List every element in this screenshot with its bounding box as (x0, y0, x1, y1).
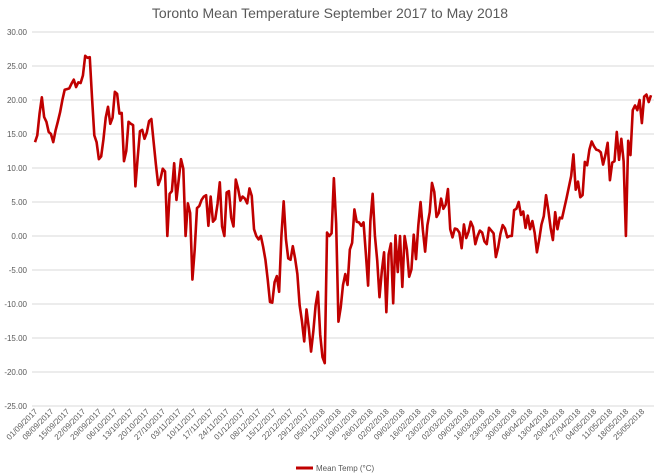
chart-title: Toronto Mean Temperature September 2017 … (152, 5, 508, 21)
x-axis: 01/09/201708/09/201715/09/201722/09/2017… (5, 407, 647, 442)
legend-label-mean-temp: Mean Temp (°C) (316, 464, 375, 473)
series-layer (33, 54, 653, 365)
y-tick-label: 5.00 (11, 198, 27, 207)
y-tick-label: 30.00 (7, 28, 28, 37)
legend: Mean Temp (°C) (296, 464, 375, 473)
y-tick-label: -15.00 (4, 334, 27, 343)
gridlines (32, 31, 654, 407)
y-axis: -25.00 -20.00 -15.00 -10.00 -5.00 0.00 5.00 10.… (4, 28, 27, 411)
y-tick-label: 25.00 (7, 62, 28, 71)
y-tick-label: 10.00 (7, 164, 28, 173)
y-tick-label: 20.00 (7, 96, 28, 105)
y-tick-label: -25.00 (4, 402, 27, 411)
y-tick-label: -5.00 (9, 266, 28, 275)
y-tick-label: 15.00 (7, 130, 28, 139)
series-line-mean-temp (33, 54, 653, 365)
y-tick-label: -20.00 (4, 368, 27, 377)
y-tick-label: -10.00 (4, 300, 27, 309)
y-tick-label: 0.00 (11, 232, 27, 241)
